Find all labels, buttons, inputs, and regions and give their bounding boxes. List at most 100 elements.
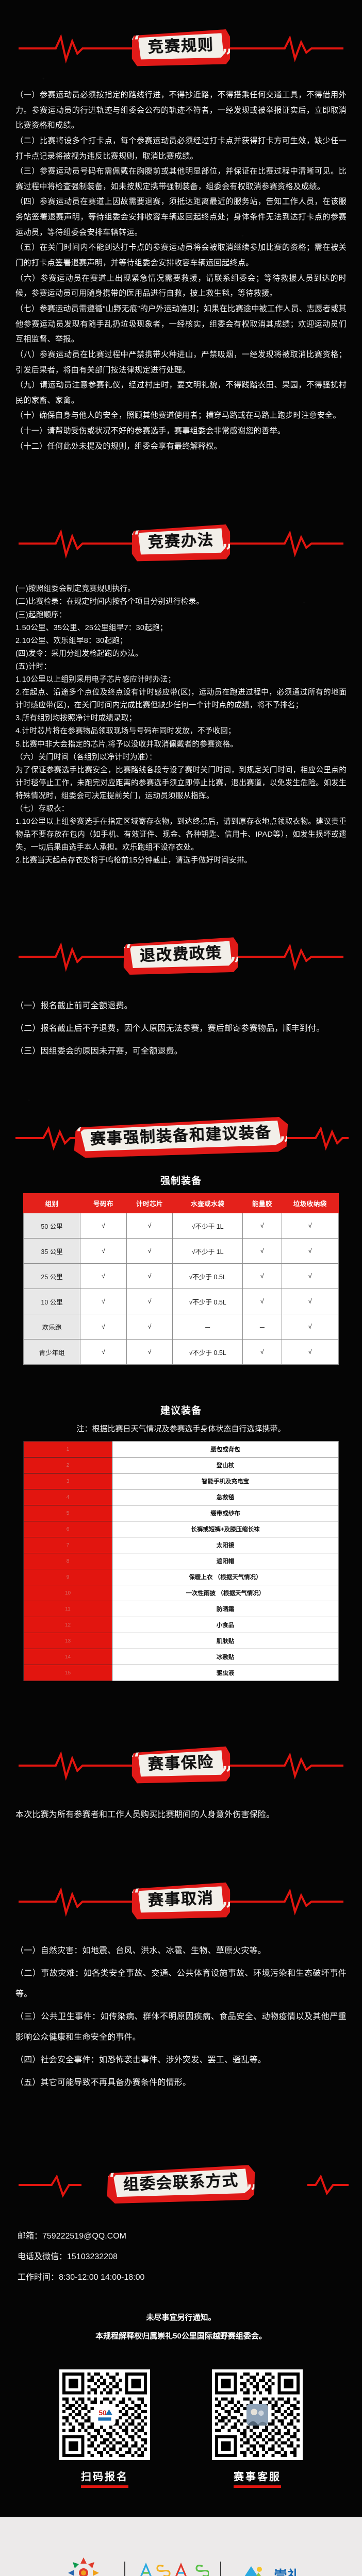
item-name: 智能手机及充电宝 (112, 1473, 339, 1490)
section-banner-rules: “ 竞赛规则 ” (0, 21, 362, 76)
qr-label-customer-service: 赛事客服 (234, 2468, 281, 2488)
ecg-line-icon (0, 2168, 362, 2201)
method-paragraph: 2.在起点、沿途多个点位及终点设有计时感应带(区)，运动员在跑进过程中，必须通过… (15, 688, 347, 710)
suggested-table-caption: 建议装备 (160, 1405, 202, 1417)
method-paragraph: (三)起跑顺序： (15, 611, 67, 619)
hebei-fitness-emblem-icon (68, 2557, 100, 2576)
qr-code-row: 50 扫码报名 (0, 2346, 362, 2488)
rule-paragraph: （七）参赛运动员需遵循“山野无痕”的户外运动准则；如果在比赛途中被工作人员、志愿… (15, 304, 347, 344)
cell-water: √不少于 1L (172, 1238, 243, 1264)
cell-water: √不少于 0.5L (172, 1289, 243, 1315)
section-banner-contact: “ 组委会联系方式 ” (0, 2157, 362, 2213)
cell-bib: √ (80, 1238, 127, 1264)
list-item: 4 急救毯 (23, 1489, 339, 1506)
item-index: 12 (23, 1617, 112, 1634)
mandatory-table-caption: 强制装备 (160, 1176, 202, 1187)
list-item: 12 小食品 (23, 1617, 339, 1634)
qr-code-registration-icon[interactable]: 50 (59, 2369, 150, 2461)
rule-paragraph: （二）比赛将设多个打卡点，每个参赛运动员必须经过打卡点并获得打卡方可生效，缺少任… (15, 136, 347, 161)
cell-gel: － (242, 1314, 282, 1340)
cell-water: √不少于 0.5L (172, 1339, 243, 1365)
table-header-row: 组别 号码布 计时芯片 水壶或水袋 能量胶 垃圾收纳袋 (23, 1193, 339, 1214)
item-index: 8 (23, 1553, 112, 1570)
closing-line-1: 未尽事宜另行通知。 (146, 2313, 216, 2323)
ecg-line-icon (0, 1885, 362, 1918)
rule-paragraph: （八）参赛运动员在比赛过程中严禁携带火种进山，严禁吸烟，一经发现将被取消比赛资格… (15, 350, 347, 375)
rules-body: （一）参赛运动员必须按指定的路线行进，不得抄近路，不得搭乘任何交通工具，不得借用… (0, 76, 362, 459)
item-name: 腰包或背包 (112, 1441, 339, 1458)
cell-chip: √ (126, 1263, 173, 1290)
asas-wordmark-icon (140, 2562, 209, 2576)
contact-email: 邮箱：759222519@QQ.COM (18, 2232, 126, 2241)
cancellation-paragraph: （五）其它可能导致不再具备办赛条件的情形。 (15, 2078, 191, 2088)
method-paragraph: 2.比赛当天起点存衣处将于鸣枪前15分钟截止，请选手做好时间安排。 (15, 856, 252, 865)
section-banner-refund: “ 退改费政策 ” (0, 929, 362, 985)
list-item: 13 肌肤贴 (23, 1633, 339, 1650)
contact-working-hours: 工作时间：8:30-12:00 14:00-18:00 (18, 2273, 145, 2282)
item-name: 防晒霜 (112, 1601, 339, 1618)
method-paragraph: 2.10公里、欢乐组早8：30起跑； (15, 636, 127, 645)
qr-cell-registration[interactable]: 50 扫码报名 (59, 2369, 150, 2488)
item-name: 急救毯 (112, 1489, 339, 1506)
method-paragraph: (一)按照组委会制定竞赛规则执行。 (15, 585, 136, 594)
item-index: 5 (23, 1505, 112, 1522)
rule-paragraph: （十二）任何此处未提及的规则，组委会享有最终解释权。 (15, 442, 222, 451)
section-title-rules: 竞赛规则 (147, 36, 215, 56)
logo-chongli: 崇礼 CHONGLI (233, 2563, 308, 2576)
item-index: 14 (23, 1649, 112, 1666)
column-header: 能量胶 (242, 1193, 282, 1214)
method-paragraph: 1.50公里、35公里、25公里组早7：30起跑； (15, 623, 168, 632)
qr-code-customer-service-icon[interactable] (212, 2369, 303, 2461)
cell-gel: √ (242, 1238, 282, 1264)
closing-notes: 未尽事宜另行通知。 本规程解释权归属崇礼50公里国际越野赛组委会。 (0, 2288, 362, 2346)
suggested-equipment-table: 1 腰包或背包 2 登山杖 3 智能手机及充电宝 4 急救毯 5 绷带或纱布 (23, 1441, 339, 1682)
method-paragraph: 1.10公里以上组别采用电子芯片感应计时办法； (15, 675, 176, 684)
cell-chip: √ (126, 1213, 173, 1239)
item-index: 13 (23, 1633, 112, 1650)
item-index: 9 (23, 1569, 112, 1586)
ecg-line-icon (0, 940, 362, 973)
method-paragraph: （六）关门时间（各组别以净计时为准）： (15, 753, 157, 761)
item-index: 15 (23, 1665, 112, 1682)
list-item: 7 太阳镜 (23, 1537, 339, 1554)
item-name: 保暖上衣 （根据天气情况） (112, 1569, 339, 1586)
section-title-cancellation: 赛事取消 (147, 1890, 215, 1910)
cancellation-paragraph: （四）社会安全事件：如恐怖袭击事件、涉外突发、罢工、骚乱等。 (15, 2056, 267, 2065)
method-paragraph: 3.所有组别均按照净计时成绩录取； (15, 714, 137, 723)
rule-paragraph: （六）参赛运动员在赛道上出现紧急情况需要救援，请联系组委会；等待救援人员到达的时… (15, 274, 347, 298)
item-index: 4 (23, 1489, 112, 1506)
cell-trashbag: √ (281, 1238, 339, 1264)
rule-paragraph: （五）在关门时间内不能到达打卡点的参赛运动员将会被取消继续参加比赛的资格；需在被… (15, 243, 347, 268)
qr-cell-customer-service[interactable]: 赛事客服 (212, 2369, 303, 2488)
event-logo-50-icon: 50 (94, 2404, 116, 2426)
section-title-insurance: 赛事保险 (147, 1754, 215, 1774)
column-header: 组别 (23, 1193, 81, 1214)
method-paragraph: (二)比赛检录：在规定时间内按各个项目分别进行检录。 (15, 598, 204, 606)
row-group-label: 青少年组 (23, 1339, 81, 1365)
method-paragraph: (四)发令：采用分组发枪起跑的办法。 (15, 649, 143, 658)
sponsor-logos: 河北全民健身 National Fitness Festival of Hebe… (0, 2554, 362, 2576)
logo-asas: 全季全体育 ALL SEASON ALL SPORTS (137, 2561, 209, 2576)
refund-paragraph: （一）报名截止前可全额退费。 (15, 1002, 133, 1011)
banner-plate: “ 竞赛办法 ” (131, 524, 231, 563)
method-paragraph: 为了保证参赛选手比赛安全，比赛路线各段专设了赛时关门时间，到规定关门时间，相应公… (15, 766, 347, 800)
list-item: 14 冰敷贴 (23, 1649, 339, 1666)
banner-plate: “ 赛事保险 ” (131, 1747, 231, 1785)
rule-paragraph: （九）请运动员注意参赛礼仪，经过村庄时，要文明礼貌，不得践踏农田、果园，不得骚扰… (15, 381, 347, 405)
item-name: 遮阳帽 (112, 1553, 339, 1570)
item-name: 绷带或纱布 (112, 1505, 339, 1522)
refund-paragraph: （三）因组委会的原因未开赛，可全额退费。 (15, 1047, 183, 1056)
contact-phone-wechat: 电话及微信：15103232208 (18, 2252, 118, 2262)
refund-paragraph: （二）报名截止后不予退费，因个人原因无法参赛，赛后邮寄参赛物品，顺丰到付。 (15, 1024, 325, 1033)
cell-bib: √ (80, 1314, 127, 1340)
list-item: 10 一次性雨披 （根据天气情况） (23, 1585, 339, 1602)
row-group-label: 欢乐跑 (23, 1314, 81, 1340)
table-row: 35 公里 √ √ √不少于 1L √ √ (23, 1238, 339, 1264)
section-title-equipment: 赛事强制装备和建议装备 (90, 1124, 272, 1148)
rule-paragraph: （三）参赛运动员号码布需佩戴在胸腹前或其他明显部位，并保证在比赛过程中清晰可见。… (15, 167, 347, 191)
list-item: 5 绷带或纱布 (23, 1505, 339, 1522)
item-index: 6 (23, 1521, 112, 1538)
logo-hebei-fitness: 河北全民健身 National Fitness Festival of Hebe… (54, 2554, 113, 2576)
row-group-label: 35 公里 (23, 1238, 81, 1264)
list-item: 9 保暖上衣 （根据天气情况） (23, 1569, 339, 1586)
